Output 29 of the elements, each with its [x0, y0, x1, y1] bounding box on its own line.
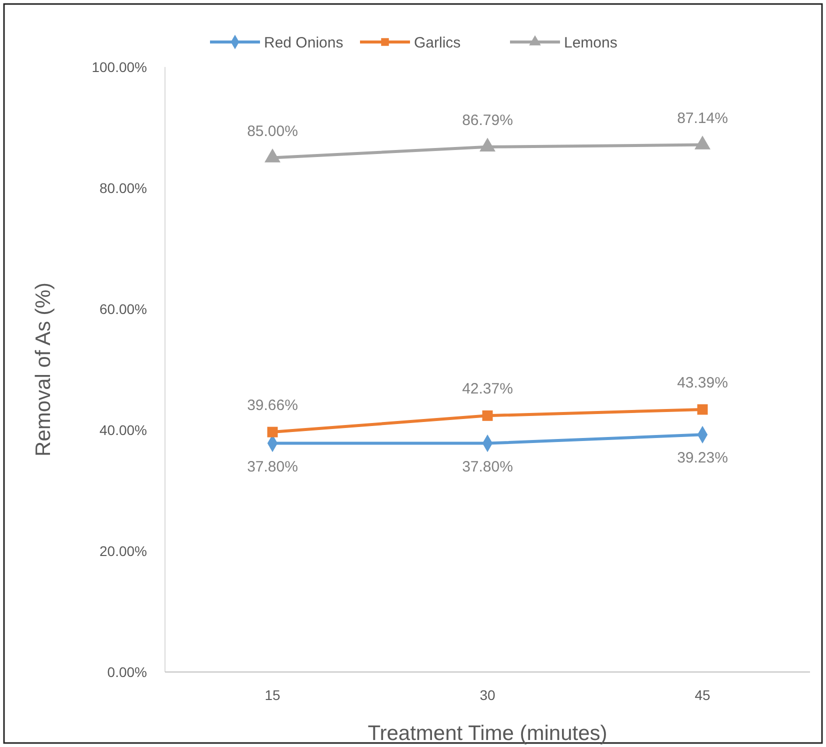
- y-tick-label: 80.00%: [100, 180, 147, 196]
- point: [697, 404, 708, 415]
- data-label: 87.14%: [677, 110, 728, 127]
- data-label: 39.66%: [247, 397, 298, 414]
- x-tick-label: 45: [694, 687, 710, 703]
- x-axis-title: Treatment Time (minutes): [368, 722, 608, 745]
- data-label: 86.79%: [462, 112, 513, 129]
- point: [267, 426, 278, 438]
- y-tick-label: 100.00%: [92, 58, 147, 75]
- point: [480, 138, 496, 152]
- data-label: 43.39%: [677, 374, 728, 392]
- point: [482, 410, 493, 421]
- y-tick-label: 0.00%: [107, 664, 147, 680]
- x-tick-label: 30: [480, 687, 496, 703]
- data-label: 42.37%: [462, 380, 513, 398]
- x-tick-label: 15: [264, 687, 280, 703]
- point: [694, 136, 710, 150]
- legend-label: Red Onions: [264, 34, 344, 52]
- data-label: 37.80%: [462, 458, 513, 476]
- data-label: 39.23%: [677, 450, 728, 467]
- legend-label: Garlics: [414, 34, 461, 52]
- y-tick-label: 60.00%: [100, 300, 147, 317]
- y-axis-title: Removal of As (%): [32, 282, 55, 456]
- y-tick-label: 40.00%: [100, 422, 147, 438]
- y-tick-label: 20.00%: [100, 542, 147, 559]
- data-label: 85.00%: [247, 122, 298, 140]
- data-label: 37.80%: [247, 458, 298, 476]
- point: [264, 148, 280, 162]
- legend-label: Lemons: [564, 34, 618, 52]
